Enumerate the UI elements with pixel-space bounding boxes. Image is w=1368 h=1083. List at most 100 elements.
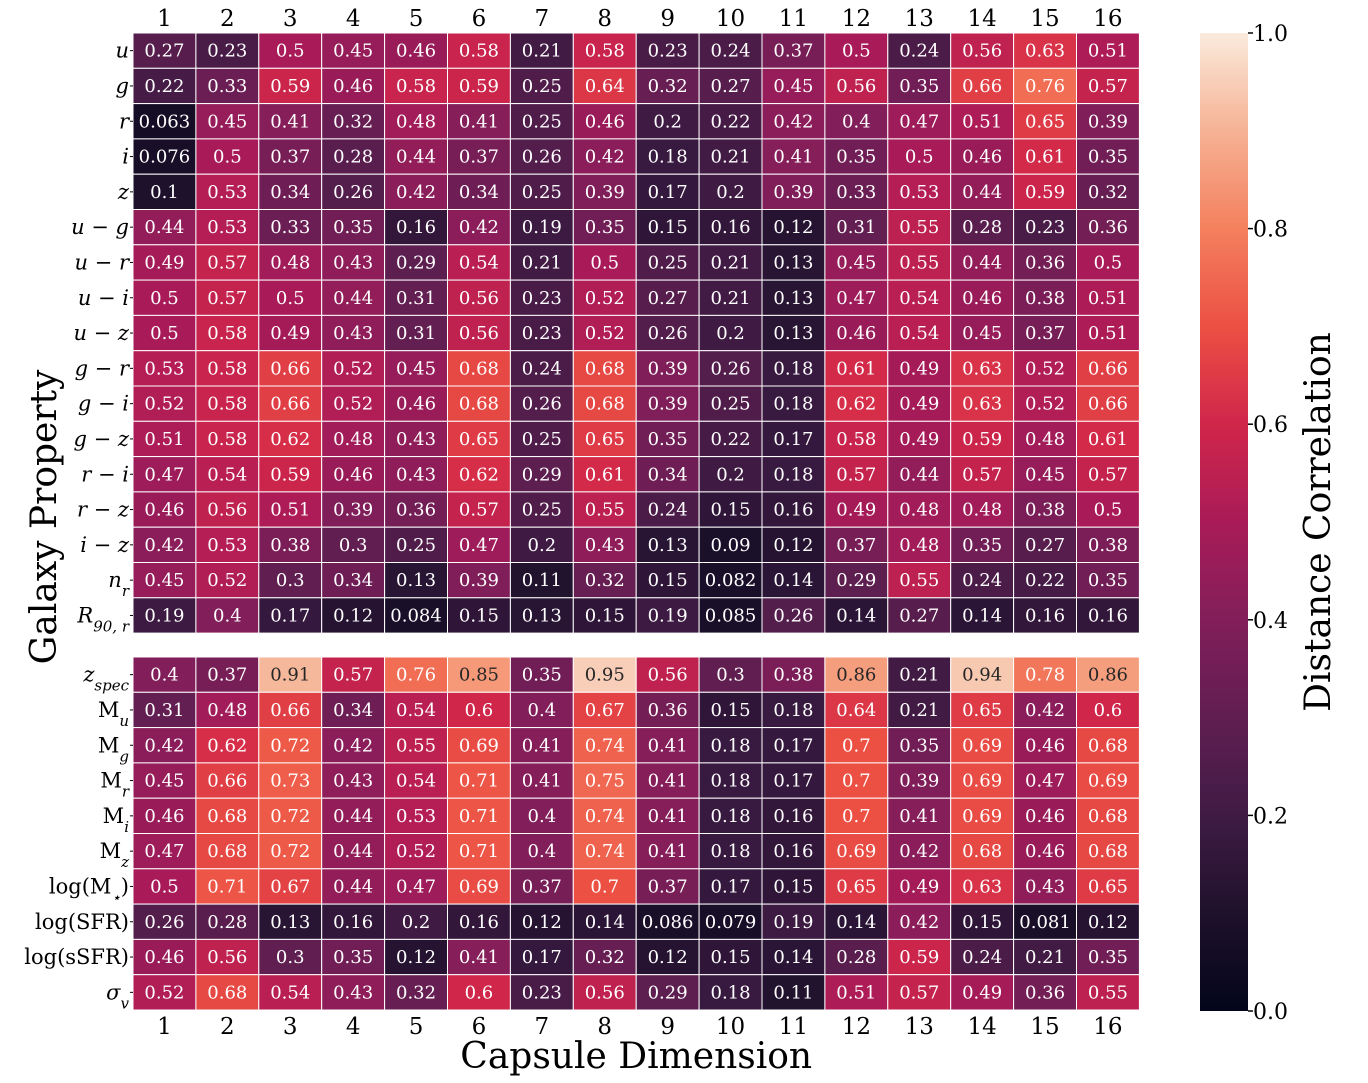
heatmap-cell <box>447 385 511 422</box>
heatmap-cell <box>572 350 637 387</box>
cell-value-label: 0.26 <box>522 394 562 415</box>
cell-value-label: 0.86 <box>1088 665 1128 686</box>
x-tick-label-top: 2 <box>220 6 235 32</box>
heatmap-cell <box>258 597 323 634</box>
cell-value-label: 0.29 <box>396 252 436 273</box>
heatmap-cell <box>132 350 197 387</box>
heatmap-cell <box>761 903 826 940</box>
cell-value-label: 0.68 <box>585 394 625 415</box>
cell-value-label: 0.079 <box>705 912 757 933</box>
heatmap-cell <box>1076 903 1140 940</box>
cell-value-label: 0.48 <box>899 500 939 521</box>
heatmap-cell <box>950 32 1015 69</box>
heatmap-cell <box>1076 526 1140 564</box>
x-tick-label-top: 15 <box>1030 6 1059 32</box>
heatmap-cell <box>1076 67 1140 105</box>
cell-value-label: 0.61 <box>585 464 625 485</box>
heatmap-cell <box>1076 314 1140 352</box>
cell-value-label: 0.12 <box>1088 912 1128 933</box>
cell-value-label: 0.39 <box>333 500 373 521</box>
row-label: R90, r <box>76 603 129 635</box>
cell-value-label: 0.18 <box>648 147 688 168</box>
heatmap-cell <box>1076 797 1140 835</box>
cell-value-label: 0.5 <box>213 147 242 168</box>
heatmap-cell <box>321 209 386 246</box>
cell-value-label: 0.26 <box>648 323 688 344</box>
x-tick-label-top: 10 <box>716 6 745 32</box>
heatmap-cell <box>1076 456 1140 493</box>
heatmap-cell <box>447 903 511 940</box>
cell-value-label: 0.4 <box>528 806 557 827</box>
cell-value-label: 0.35 <box>1088 570 1128 591</box>
cell-value-label: 0.15 <box>711 700 751 721</box>
cell-value-label: 0.69 <box>1088 771 1128 792</box>
cell-value-label: 0.25 <box>522 182 562 203</box>
cell-value-label: 0.53 <box>207 182 247 203</box>
heatmap-cell <box>195 32 260 69</box>
heatmap-cell <box>132 456 197 493</box>
cell-value-label: 0.58 <box>207 358 247 379</box>
heatmap-cell <box>698 173 763 210</box>
heatmap-cell <box>698 67 763 105</box>
cell-value-label: 0.24 <box>711 41 751 62</box>
cell-value-label: 0.35 <box>899 76 939 97</box>
heatmap-cell <box>1013 762 1077 799</box>
row-label: z <box>117 180 130 204</box>
heatmap-cell <box>572 67 637 105</box>
x-tick-label-top: 8 <box>597 6 612 32</box>
heatmap-cell <box>761 173 826 210</box>
cell-value-label: 0.5 <box>905 147 934 168</box>
heatmap-cell <box>132 526 197 564</box>
cell-value-label: 0.16 <box>333 912 373 933</box>
cell-value-label: 0.26 <box>773 605 813 626</box>
row-label: g <box>116 74 129 98</box>
heatmap-cell <box>887 350 952 387</box>
x-tick-label-top: 12 <box>842 6 871 32</box>
cell-value-label: 0.6 <box>465 700 494 721</box>
cell-value-label: 0.31 <box>144 700 184 721</box>
cell-value-label: 0.48 <box>899 535 939 556</box>
heatmap-cell <box>1013 456 1077 493</box>
heatmap-cell <box>509 833 574 870</box>
row-label: u − g <box>71 215 129 239</box>
heatmap-cell <box>258 279 323 316</box>
heatmap-cell <box>321 868 386 905</box>
cell-value-label: 0.59 <box>899 947 939 968</box>
row-label: r − z <box>77 498 130 522</box>
cell-value-label: 0.66 <box>1088 358 1128 379</box>
x-tick-label-top: 3 <box>283 6 298 32</box>
heatmap-cell <box>384 974 449 1011</box>
cell-value-label: 0.5 <box>1094 500 1123 521</box>
heatmap-cell <box>195 350 260 387</box>
heatmap-cell <box>761 244 826 281</box>
cell-value-label: 0.45 <box>396 358 436 379</box>
cell-value-label: 0.15 <box>711 500 751 521</box>
cell-value-label: 0.39 <box>648 394 688 415</box>
cell-value-label: 0.5 <box>150 288 179 309</box>
heatmap-cell <box>1013 173 1077 210</box>
cell-value-label: 0.55 <box>1088 982 1128 1003</box>
cell-value-label: 0.55 <box>585 500 625 521</box>
colorbar <box>1200 33 1248 1011</box>
cell-value-label: 0.59 <box>459 76 499 97</box>
cell-value-label: 0.62 <box>459 464 499 485</box>
heatmap-cell <box>1076 244 1140 281</box>
cell-value-label: 0.15 <box>773 876 813 897</box>
cell-value-label: 0.5 <box>150 323 179 344</box>
cell-value-label: 0.7 <box>842 806 871 827</box>
cell-value-label: 0.74 <box>585 735 625 756</box>
cell-value-label: 0.34 <box>270 182 310 203</box>
cell-value-label: 0.23 <box>522 323 562 344</box>
heatmap-cell <box>635 209 700 246</box>
heatmap-cell <box>1013 833 1077 870</box>
cell-value-label: 0.54 <box>899 323 939 344</box>
cell-value-label: 0.61 <box>1088 429 1128 450</box>
cell-value-label: 0.86 <box>836 665 876 686</box>
cell-value-label: 0.59 <box>270 76 310 97</box>
cell-value-label: 0.48 <box>396 111 436 132</box>
cell-value-label: 0.3 <box>339 535 368 556</box>
cell-value-label: 0.48 <box>333 429 373 450</box>
cell-value-label: 0.55 <box>899 570 939 591</box>
cell-value-label: 0.26 <box>522 147 562 168</box>
heatmap-cell <box>132 32 197 69</box>
